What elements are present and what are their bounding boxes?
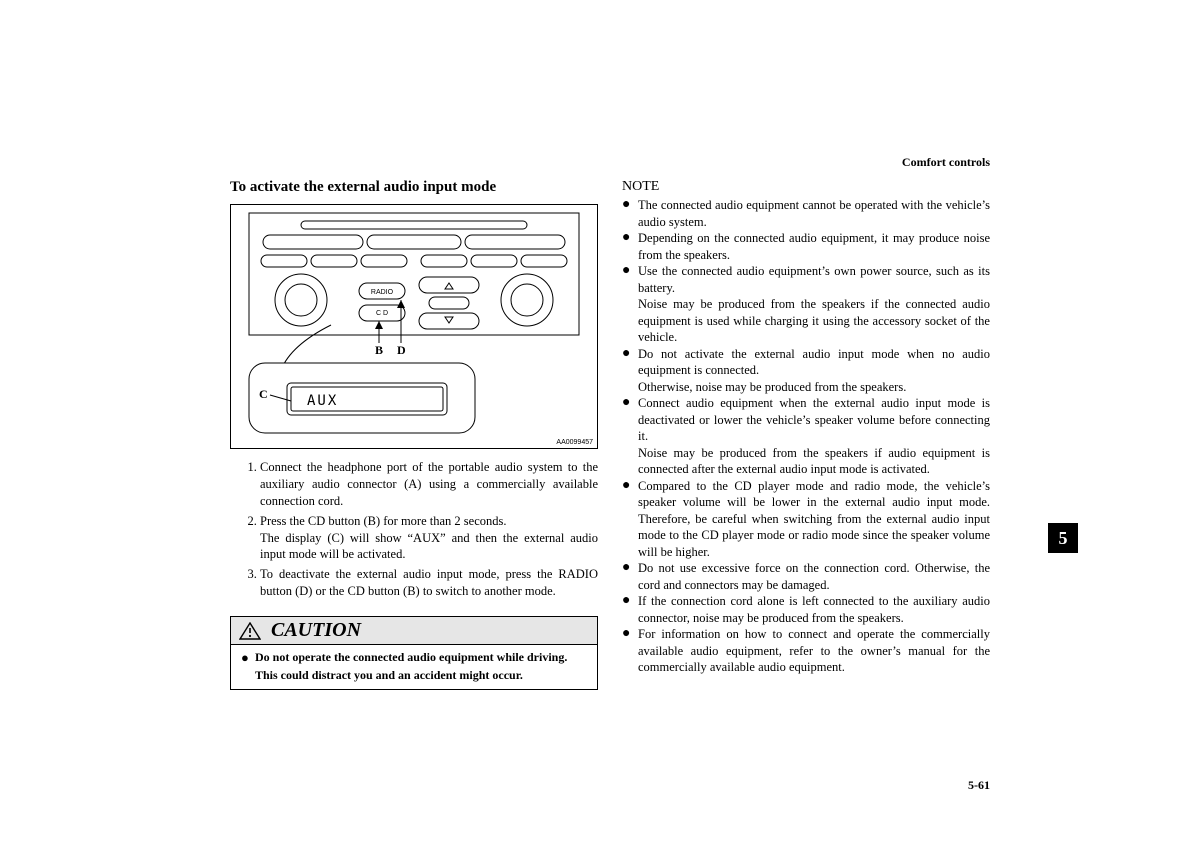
- note-text: Connect audio equipment when the externa…: [638, 395, 990, 445]
- bullet-icon: ●: [622, 197, 638, 230]
- radio-diagram: RADIO C D: [230, 204, 598, 449]
- note-list: ●The connected audio equipment cannot be…: [622, 197, 990, 676]
- caution-body: ● Do not operate the connected audio equ…: [231, 645, 597, 689]
- section-header: Comfort controls: [902, 155, 990, 170]
- bullet-icon: ●: [622, 560, 638, 593]
- note-item: ●Depending on the connected audio equipm…: [622, 230, 990, 263]
- note-text: The connected audio equipment cannot be …: [638, 197, 990, 230]
- figure-code: AA0099457: [556, 439, 593, 446]
- note-heading: NOTE: [622, 179, 990, 195]
- manual-page: Comfort controls To activate the externa…: [230, 155, 990, 793]
- bullet-icon: ●: [622, 593, 638, 626]
- note-continuation: Noise may be produced from the speakers …: [622, 296, 990, 346]
- bullet-icon: ●: [622, 263, 638, 296]
- note-item: ●Do not activate the external audio inpu…: [622, 346, 990, 379]
- note-item: ●If the connection cord alone is left co…: [622, 593, 990, 626]
- note-continuation: Noise may be produced from the speakers …: [622, 445, 990, 478]
- note-item: ●The connected audio equipment cannot be…: [622, 197, 990, 230]
- radio-svg: RADIO C D: [231, 205, 597, 448]
- note-text: If the connection cord alone is left con…: [638, 593, 990, 626]
- bullet-icon: ●: [622, 395, 638, 445]
- page-number: 5-61: [968, 778, 990, 793]
- section-title: To activate the external audio input mod…: [230, 179, 598, 196]
- step-3: To deactivate the external audio input m…: [260, 566, 598, 600]
- bullet-icon: ●: [622, 626, 638, 676]
- bullet-icon: ●: [622, 346, 638, 379]
- label-d: D: [397, 343, 406, 358]
- svg-text:AUX: AUX: [307, 393, 338, 409]
- note-text: Do not activate the external audio input…: [638, 346, 990, 379]
- step-1: Connect the headphone port of the portab…: [260, 459, 598, 510]
- caution-title: CAUTION: [271, 619, 361, 642]
- note-item: ●For information on how to connect and o…: [622, 626, 990, 676]
- chapter-tab: 5: [1048, 523, 1078, 553]
- steps-list: Connect the headphone port of the portab…: [230, 459, 598, 600]
- bullet-icon: ●: [622, 230, 638, 263]
- label-c: C: [259, 387, 268, 402]
- label-b: B: [375, 343, 383, 358]
- svg-text:C D: C D: [376, 310, 388, 317]
- note-text: Do not use excessive force on the connec…: [638, 560, 990, 593]
- note-item: ●Use the connected audio equipment’s own…: [622, 263, 990, 296]
- caution-header: CAUTION: [231, 617, 597, 645]
- note-item: ●Connect audio equipment when the extern…: [622, 395, 990, 445]
- note-text: Use the connected audio equipment’s own …: [638, 263, 990, 296]
- note-text: For information on how to connect and op…: [638, 626, 990, 676]
- caution-line1: Do not operate the connected audio equip…: [255, 649, 587, 667]
- caution-box: CAUTION ● Do not operate the connected a…: [230, 616, 598, 690]
- svg-text:RADIO: RADIO: [371, 289, 394, 296]
- note-item: ●Do not use excessive force on the conne…: [622, 560, 990, 593]
- caution-line2: This could distract you and an accident …: [241, 667, 587, 683]
- left-column: To activate the external audio input mod…: [230, 179, 598, 690]
- step-2: Press the CD button (B) for more than 2 …: [260, 513, 598, 564]
- note-text: Compared to the CD player mode and radio…: [638, 478, 990, 561]
- note-item: ●Compared to the CD player mode and radi…: [622, 478, 990, 561]
- bullet-icon: ●: [241, 649, 255, 667]
- right-column: NOTE ●The connected audio equipment cann…: [622, 179, 990, 676]
- warning-icon: [239, 622, 261, 640]
- note-text: Depending on the connected audio equipme…: [638, 230, 990, 263]
- note-continuation: Otherwise, noise may be produced from th…: [622, 379, 990, 396]
- bullet-icon: ●: [622, 478, 638, 561]
